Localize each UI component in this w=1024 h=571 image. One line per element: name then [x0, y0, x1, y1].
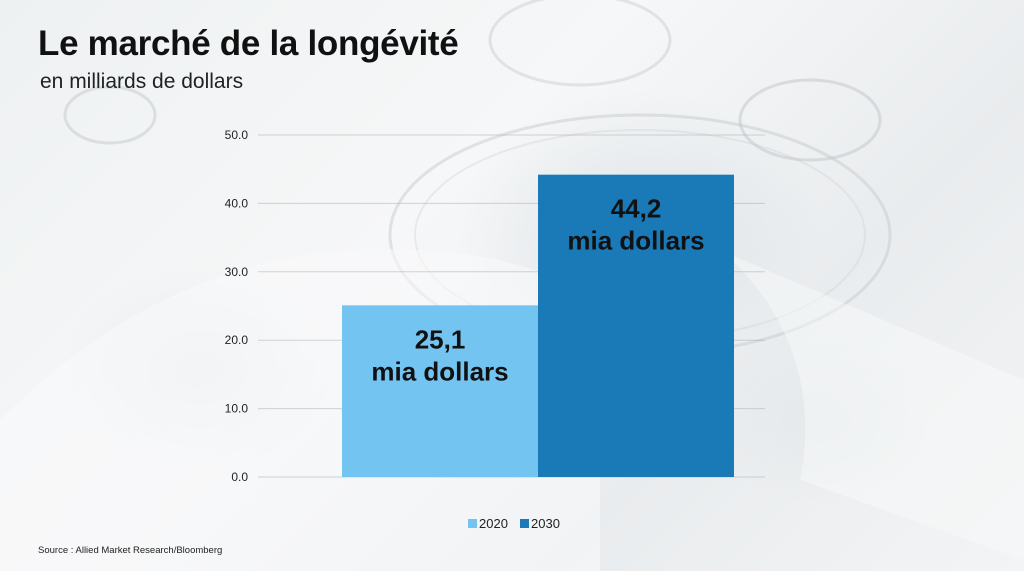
chart-title: Le marché de la longévité	[38, 24, 459, 63]
source-note: Source : Allied Market Research/Bloomber…	[38, 545, 223, 556]
bar-unit-label-2030: mia dollars	[567, 226, 704, 256]
bar-2030	[538, 174, 734, 477]
y-tick-label: 30.0	[225, 265, 249, 279]
chart-subtitle: en milliards de dollars	[40, 70, 244, 93]
legend-swatch-2030	[520, 519, 529, 528]
bar-value-label-2030: 44,2	[611, 194, 662, 224]
legend-label-2030: 2030	[531, 516, 560, 531]
legend: 2020 2030	[468, 516, 560, 531]
y-tick-label: 50.0	[225, 128, 249, 142]
y-tick-label: 20.0	[225, 333, 249, 347]
bar-unit-label-2020: mia dollars	[371, 356, 508, 386]
bars	[342, 174, 734, 477]
y-tick-label: 40.0	[225, 196, 249, 210]
y-axis: 0.0 10.0 20.0 30.0 40.0 50.0	[225, 128, 249, 484]
y-tick-label: 0.0	[231, 470, 248, 484]
bar-value-label-2020: 25,1	[415, 324, 466, 354]
bar-2020	[342, 305, 538, 477]
y-tick-label: 10.0	[225, 402, 249, 416]
legend-label-2020: 2020	[479, 516, 508, 531]
legend-swatch-2020	[468, 519, 477, 528]
